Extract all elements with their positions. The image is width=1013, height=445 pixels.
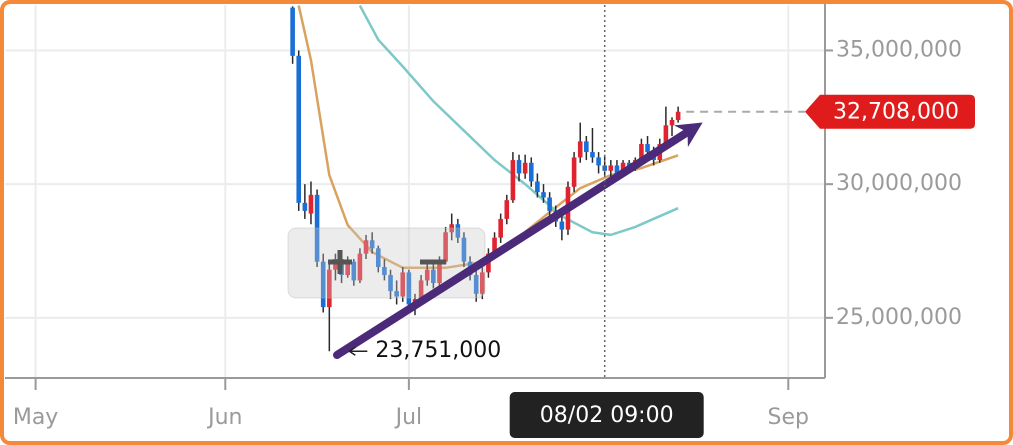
crosshair-label: 08/02 09:00 [540, 403, 674, 428]
candle-body [461, 237, 467, 262]
candle-body [363, 240, 369, 254]
candle-body [431, 269, 436, 284]
candle-body [663, 125, 669, 145]
candle-body [308, 194, 314, 214]
candle-body [492, 237, 497, 254]
candle-body [480, 272, 485, 294]
candle-body [345, 261, 350, 276]
x-tick-label: Sep [768, 405, 809, 430]
y-tick-label: 30,000,000 [836, 171, 962, 196]
candle-body [584, 141, 589, 153]
moving-average-line [358, 5, 679, 237]
candle-body [608, 165, 614, 171]
candle-body [669, 119, 675, 126]
candle-body [547, 197, 552, 211]
candle-body [522, 162, 528, 174]
overlays: 23,751,000 32,708,000 08/02 09:00 [348, 5, 975, 438]
candle-body [296, 55, 302, 203]
candle-body [504, 200, 510, 219]
y-tick-label: 25,000,000 [836, 305, 962, 330]
candle-body [375, 248, 381, 268]
candle-body [437, 261, 442, 284]
low-pointer-head [348, 346, 356, 356]
candle-body [449, 224, 455, 233]
candle-body [382, 267, 387, 276]
candle-body [614, 165, 620, 174]
candle-body [400, 272, 406, 297]
candle-body [639, 144, 644, 161]
zoom-panel [287, 227, 486, 299]
candle-body [388, 275, 393, 292]
candle-body [406, 272, 412, 305]
candle-body [559, 221, 565, 230]
candle-body [590, 152, 595, 158]
candle-body [473, 275, 479, 294]
y-tick-label: 35,000,000 [836, 37, 962, 62]
candle-body [620, 162, 626, 174]
x-tick-label: Jul [394, 405, 423, 430]
crosshair-box [509, 392, 704, 438]
x-tick-label: May [13, 405, 58, 430]
last-price-tag [805, 94, 975, 129]
candle-body [320, 261, 326, 308]
candle-body [602, 165, 608, 171]
grid [5, 5, 825, 378]
candle-body [455, 224, 461, 238]
zoom-in-button[interactable] [328, 250, 352, 274]
zoom-controls[interactable] [287, 227, 486, 299]
candle-body [596, 157, 601, 166]
candle-body [424, 269, 430, 281]
candle-body [528, 162, 534, 182]
candle-body [498, 218, 503, 238]
candle-body [418, 280, 424, 300]
candle-body [302, 202, 308, 211]
candle-body [369, 240, 375, 249]
candle-body [645, 144, 650, 153]
candle-body [314, 194, 320, 262]
candle-body [327, 269, 332, 308]
candle-body [351, 261, 357, 281]
candle-body [571, 157, 577, 187]
candle-body [541, 192, 546, 198]
last-price-label: 32,708,000 [833, 100, 959, 125]
candle-body [443, 232, 448, 262]
candle-body [516, 160, 522, 174]
candle-body [577, 141, 583, 158]
x-tick-label: Jun [206, 405, 242, 430]
low-label: 23,751,000 [375, 338, 501, 363]
candle-body [535, 181, 540, 193]
candle-body [394, 291, 399, 297]
trend-arrow [333, 122, 703, 359]
candle-body [290, 7, 295, 56]
candle-body [675, 111, 681, 120]
candle-body [357, 253, 363, 281]
candle-body [510, 160, 516, 201]
